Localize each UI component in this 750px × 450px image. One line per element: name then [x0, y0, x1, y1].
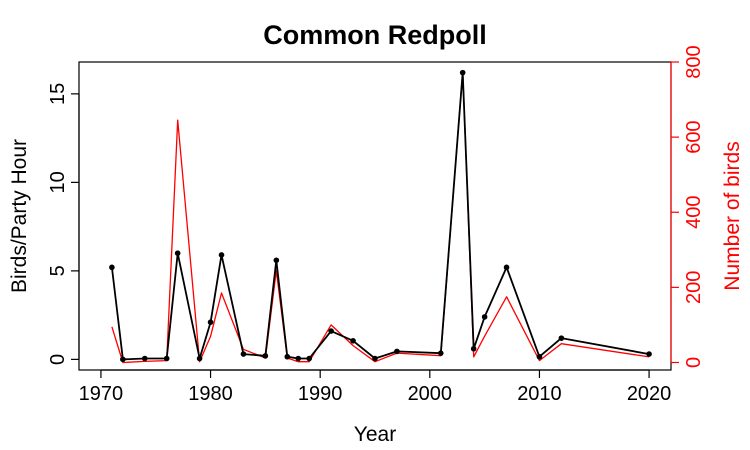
data-point	[120, 356, 126, 363]
data-point	[273, 257, 280, 264]
data-point	[262, 353, 269, 359]
series-line-right	[111, 70, 650, 364]
y2-tick-label: 400	[683, 196, 705, 229]
y2-tick-label: 0	[683, 357, 705, 368]
y-axis-right: 0 200 400 600 800	[670, 45, 705, 368]
data-point	[558, 335, 565, 341]
x-tick-label: 1990	[298, 383, 343, 405]
data-point	[470, 345, 477, 352]
data-point	[240, 351, 247, 357]
series-line-left	[111, 71, 650, 361]
chart-title: Common Redpoll	[263, 20, 487, 50]
data-point	[306, 355, 313, 362]
y-axis-left: 0 5 10 15	[47, 83, 80, 365]
data-point	[295, 355, 302, 362]
data-point	[536, 353, 543, 360]
x-tick-label: 1970	[79, 383, 124, 405]
y-tick-label: 10	[47, 171, 69, 193]
y-tick-label: 15	[47, 83, 69, 105]
x-tick-label: 2020	[627, 383, 672, 405]
x-tick-label: 2000	[408, 383, 453, 405]
data-point	[394, 348, 400, 355]
data-point	[646, 351, 652, 357]
data-point	[174, 250, 181, 256]
data-point	[372, 355, 378, 362]
data-point	[503, 264, 510, 271]
y2-tick-label: 600	[683, 120, 705, 153]
data-point	[328, 328, 334, 334]
data-point	[109, 264, 115, 271]
y-tick-label: 0	[47, 354, 69, 365]
y-tick-label: 5	[47, 265, 69, 276]
data-point	[459, 69, 466, 76]
x-axis: 1970 1980 1990 2000 2010 2020	[79, 369, 672, 405]
data-point	[284, 353, 291, 360]
data-point	[163, 355, 170, 362]
data-point	[437, 350, 444, 356]
series-layer	[109, 69, 652, 364]
x-tick-label: 2010	[517, 383, 562, 405]
data-point	[350, 337, 356, 344]
y-axis-title: Birds/Party Hour	[8, 139, 31, 293]
data-point	[207, 319, 214, 326]
y2-tick-label: 800	[683, 45, 705, 78]
data-point	[218, 252, 225, 258]
y2-tick-label: 200	[683, 271, 705, 304]
y2-axis-title: Number of birds	[721, 141, 744, 290]
data-point	[141, 355, 148, 362]
data-point	[196, 355, 203, 362]
data-point	[481, 314, 488, 320]
x-tick-label: 1980	[188, 383, 233, 405]
x-axis-title: Year	[354, 423, 396, 446]
